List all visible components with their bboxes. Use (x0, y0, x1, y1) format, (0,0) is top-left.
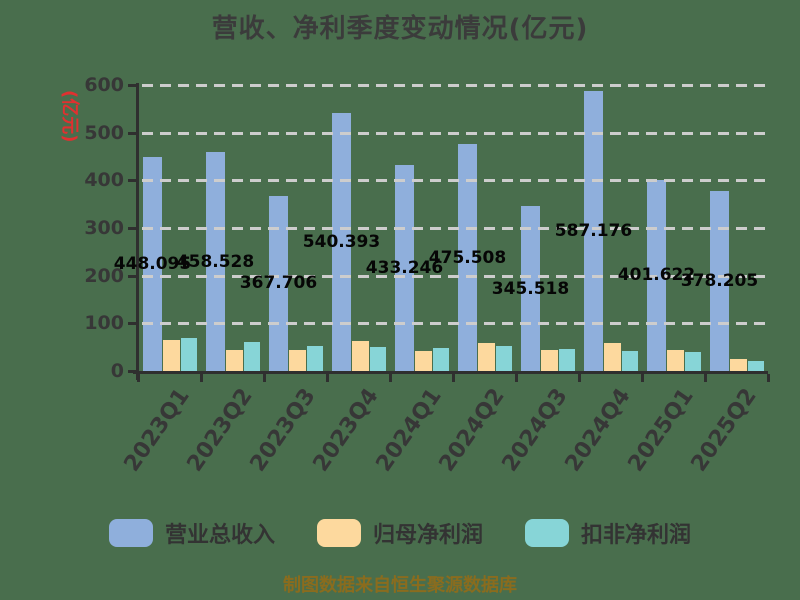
x-axis-tick (703, 374, 707, 382)
value-label-2024Q1: 433.246 (365, 257, 444, 278)
bar-revenue-2024Q3 (521, 206, 540, 371)
x-axis-tick (577, 374, 581, 382)
x-axis-tick (451, 374, 455, 382)
y-axis-tick (128, 84, 136, 87)
legend: 营业总收入 归母净利润 扣非净利润 (0, 517, 800, 549)
bar-revenue-2025Q2 (710, 190, 729, 371)
bar-group-2023Q4 (327, 85, 390, 371)
bar-net-profit-2024Q3 (541, 349, 558, 371)
bar-net-profit-2025Q1 (667, 350, 684, 371)
x-axis-tick (640, 374, 644, 382)
gridline-200 (142, 274, 770, 278)
legend-item-non-gaap-profit: 扣非净利润 (525, 517, 691, 549)
value-label-2024Q4: 587.176 (554, 221, 633, 242)
bar-group-2024Q3 (516, 85, 579, 371)
y-axis-tick-label: 600 (84, 74, 124, 96)
bar-revenue-2024Q4 (584, 91, 603, 371)
value-label-2023Q1: 448.095 (113, 254, 192, 275)
value-label-2025Q1: 401.622 (617, 265, 696, 286)
y-axis-tick-label: 200 (84, 264, 124, 287)
bar-group-2025Q2 (705, 85, 768, 371)
value-label-2023Q2: 458.528 (176, 251, 255, 272)
bar-revenue-2023Q4 (332, 113, 351, 371)
bar-non-gaap-profit-2023Q4 (370, 347, 386, 371)
y-axis-tick (128, 227, 136, 230)
bar-net-profit-2024Q2 (478, 343, 495, 371)
y-axis-tick-label: 400 (84, 169, 124, 192)
bar-group-2024Q1 (390, 85, 453, 371)
bar-group-2024Q4 (579, 85, 642, 371)
y-axis-tick-label: 500 (84, 121, 124, 144)
value-label-2024Q2: 475.508 (428, 247, 507, 268)
y-axis-tick-label: 100 (84, 312, 124, 335)
legend-label-revenue: 营业总收入 (164, 523, 275, 548)
data-source-note: 制图数据来自恒生聚源数据库 (283, 575, 517, 596)
x-axis-tick (199, 374, 203, 382)
bar-group-2023Q3 (264, 85, 327, 371)
bar-non-gaap-profit-2024Q1 (433, 347, 449, 371)
legend-item-revenue: 营业总收入 (108, 517, 275, 549)
bar-non-gaap-profit-2023Q2 (244, 341, 260, 371)
y-axis-tick (128, 131, 136, 135)
x-axis-tick (325, 374, 329, 382)
bar-non-gaap-profit-2025Q2 (748, 360, 764, 371)
revenue-swatch (108, 519, 153, 547)
bar-non-gaap-profit-2024Q3 (559, 348, 575, 371)
net-profit-swatch (316, 519, 361, 547)
gridline-300 (142, 227, 770, 230)
non-gaap-profit-swatch (525, 519, 569, 547)
bar-group-2023Q2 (201, 85, 264, 371)
bar-revenue-2023Q3 (269, 195, 288, 371)
bar-net-profit-2023Q2 (226, 350, 243, 371)
bar-group-2023Q1 (138, 85, 201, 371)
bar-revenue-2024Q1 (395, 164, 414, 371)
x-axis-tick (136, 374, 140, 382)
chart-title: 营收、净利季度变动情况(亿元) (211, 14, 589, 44)
plot-area: 448.095 458.528 367.706 540.393 433.246 475.5… (114, 84, 770, 371)
bar-net-profit-2023Q3 (289, 349, 306, 371)
gridline-600 (142, 84, 770, 87)
bar-net-profit-2025Q2 (730, 359, 747, 371)
y-axis-tick-label: 0 (110, 360, 124, 382)
y-axis-tick (128, 370, 136, 373)
y-axis-tick-label: 300 (84, 217, 124, 239)
y-axis-tick (128, 179, 136, 183)
bar-revenue-2023Q2 (206, 152, 225, 371)
x-axis-tick (766, 374, 770, 382)
bar-non-gaap-profit-2024Q4 (622, 350, 638, 371)
y-axis-tick (128, 274, 136, 278)
gridline-400 (142, 179, 770, 183)
bar-non-gaap-profit-2024Q2 (496, 345, 512, 371)
value-label-2023Q4: 540.393 (302, 232, 381, 253)
legend-item-net-profit: 归母净利润 (316, 517, 483, 549)
bar-net-profit-2023Q4 (352, 340, 369, 371)
bar-group-2024Q2 (453, 85, 516, 371)
y-axis-tick (128, 322, 136, 326)
bar-non-gaap-profit-2023Q3 (307, 345, 323, 371)
value-label-2025Q2: 378.205 (680, 270, 759, 291)
legend-label-non-gaap-profit: 扣非净利润 (581, 523, 692, 548)
x-axis-tick (388, 374, 392, 382)
gridline-100 (142, 322, 770, 326)
gridline-500 (142, 131, 770, 135)
value-label-2024Q3: 345.518 (491, 278, 570, 299)
bar-non-gaap-profit-2025Q1 (685, 351, 701, 371)
legend-label-net-profit: 归母净利润 (372, 523, 483, 548)
bar-net-profit-2024Q4 (604, 343, 621, 371)
bar-net-profit-2023Q1 (163, 340, 180, 371)
bar-net-profit-2024Q1 (415, 351, 432, 371)
bar-revenue-2024Q2 (458, 144, 477, 371)
bar-non-gaap-profit-2023Q1 (181, 337, 197, 371)
x-axis-line (133, 371, 768, 374)
value-label-2023Q3: 367.706 (239, 273, 318, 294)
bar-revenue-2023Q1 (143, 157, 162, 371)
x-axis-tick (514, 374, 518, 382)
x-axis-tick (262, 374, 266, 382)
y-axis-line (136, 83, 139, 380)
